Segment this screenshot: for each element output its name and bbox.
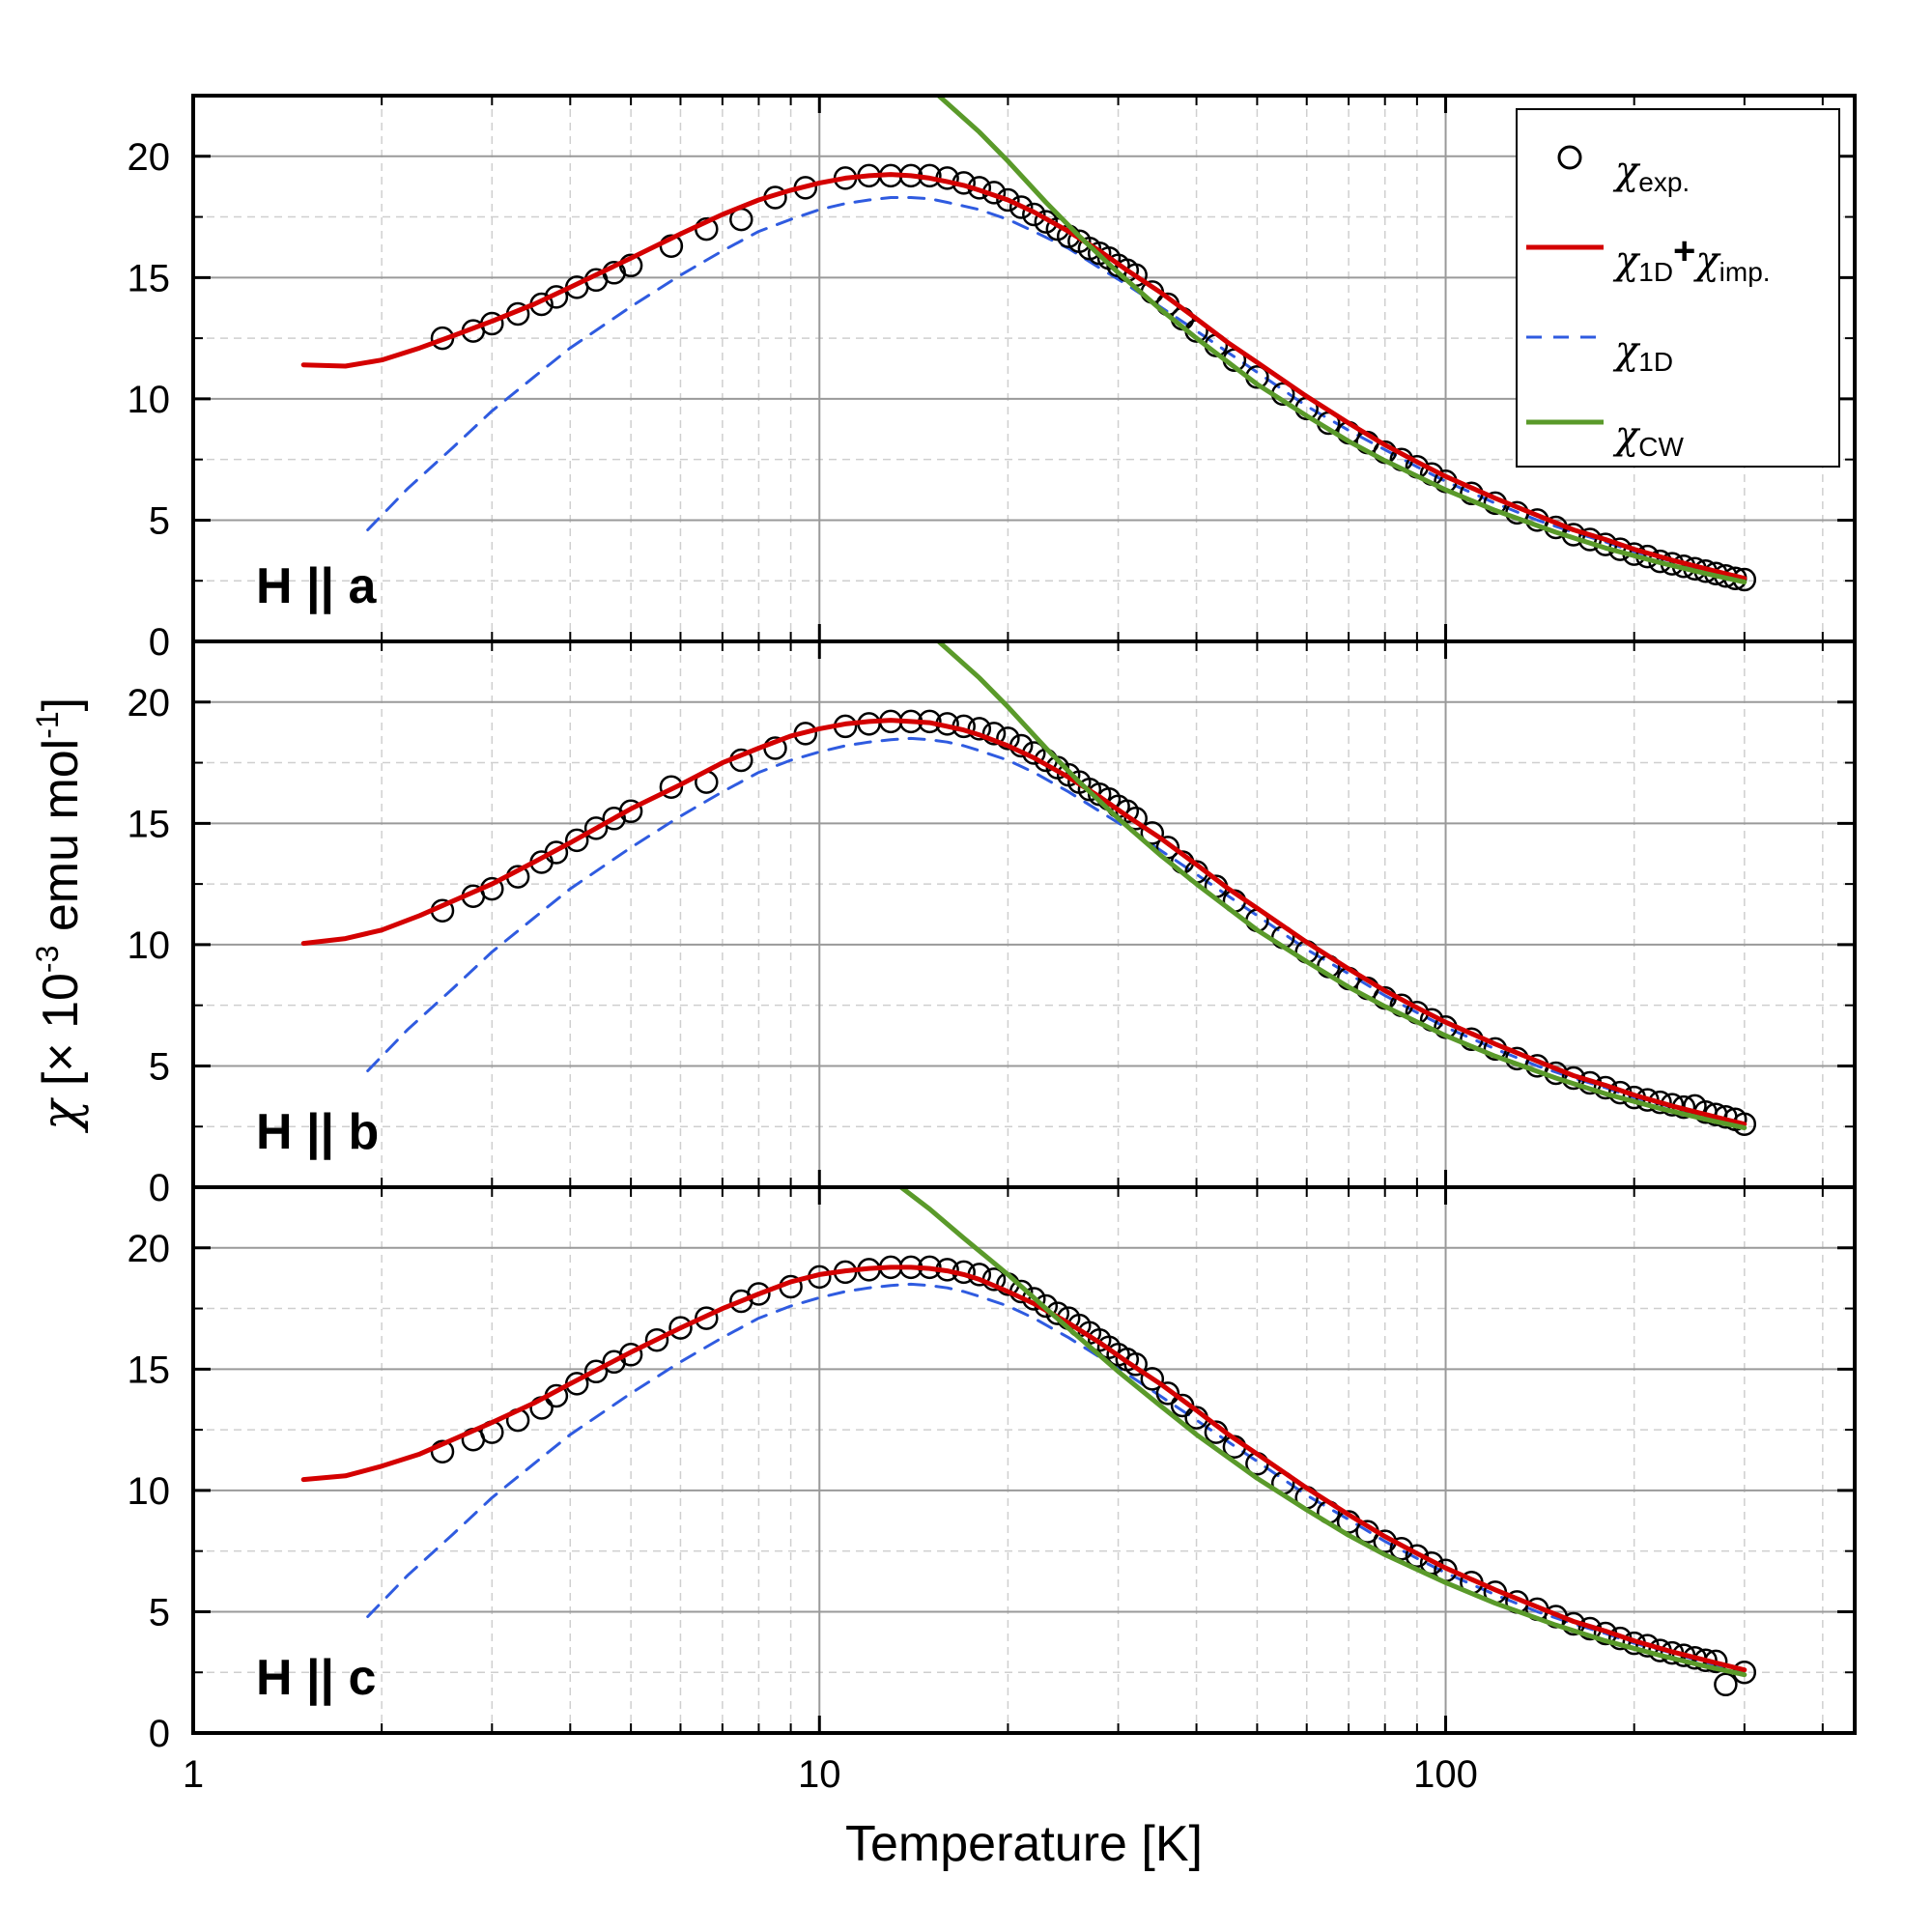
y-tick-label: 10 [128, 379, 171, 421]
x-tick-label: 1 [183, 1753, 204, 1796]
y-tick-label: 15 [128, 1349, 171, 1391]
data-point [747, 1282, 771, 1306]
y-tick-label: 20 [128, 682, 171, 724]
y-tick-label: 10 [128, 1470, 171, 1513]
frame-layer [191, 94, 1857, 1735]
y-axis-title: χ [× 10-3 emu mol-1] [30, 697, 90, 1134]
panel-1-series [300, 96, 1757, 592]
y-axis-title-chi: χ [32, 1096, 90, 1134]
x-tick-label: 100 [1413, 1753, 1478, 1796]
label-layer: 0 5 10 15 20 H || a 0 5 10 15 20 H || b 0 5 10 15 20 H ||… [128, 136, 1478, 1796]
panel-3-series [300, 1187, 1757, 1697]
y-tick-label: 0 [149, 1167, 170, 1209]
data-point [564, 828, 589, 853]
legend-fit-label: χ1D+χimp. [1612, 230, 1771, 287]
data-point [996, 726, 1020, 751]
data-point [967, 717, 992, 741]
chi-1d-curve [366, 736, 1747, 1127]
legend-entry-fit: χ1D+χimp. [1526, 230, 1771, 287]
legend: χexp. χ1D+χimp. χ1D χCW [1516, 108, 1840, 468]
y-tick-label: 5 [149, 1591, 170, 1634]
y-tick-label: 0 [149, 1713, 170, 1755]
y-tick-label: 20 [128, 1228, 171, 1270]
y-tick-label: 15 [128, 803, 171, 845]
legend-oned-label: χ1D [1612, 328, 1673, 377]
y-tick-label: 5 [149, 1045, 170, 1088]
panel-2-series [300, 641, 1757, 1136]
y-axis-title-pre: [× 10 [33, 973, 89, 1100]
data-point [1648, 1090, 1672, 1115]
data-point [1140, 1367, 1165, 1391]
y-tick-label: 20 [128, 136, 171, 179]
data-point [1155, 1381, 1180, 1406]
y-tick-label: 15 [128, 257, 171, 299]
panel-3-grid [192, 1187, 1855, 1734]
data-point [544, 840, 569, 865]
legend-box [1516, 108, 1840, 468]
panel-frame [191, 1185, 1857, 1735]
data-point [1034, 210, 1059, 234]
x-tick-label: 10 [798, 1753, 841, 1796]
panel-label: H || c [256, 1650, 376, 1706]
data-point [981, 722, 1007, 746]
panel-label: H || b [256, 1104, 379, 1160]
x-axis-title: Temperature [K] [845, 1816, 1203, 1872]
data-point [644, 1327, 669, 1352]
legend-exp-label: χexp. [1612, 149, 1690, 197]
y-tick-label: 0 [149, 621, 170, 664]
y-tick-label: 10 [128, 924, 171, 967]
data-point [1693, 1648, 1718, 1672]
panel-3-frame [191, 1185, 1857, 1735]
data-point [618, 1343, 643, 1367]
chi-1d-imp-curve [300, 172, 1747, 582]
data-point [1009, 195, 1034, 219]
y-axis-title-post: ] [33, 697, 89, 711]
chi-1d-imp-curve [300, 718, 1747, 1127]
data-point [659, 775, 684, 799]
data-point [1123, 807, 1148, 831]
y-axis-title-sup1: -3 [30, 946, 65, 973]
panel-label: H || a [256, 558, 378, 614]
data-point [996, 187, 1020, 213]
legend-entry-oned: χ1D [1526, 328, 1673, 377]
data-point [1123, 1352, 1148, 1377]
chi-cw-curve [936, 96, 1747, 584]
data-point [583, 816, 609, 840]
chi-cw-curve [936, 641, 1747, 1130]
y-axis-title-sup2: -1 [30, 711, 65, 738]
data-point [430, 1439, 455, 1463]
legend-entry-exp: χexp. [1557, 145, 1690, 197]
legend-exp-marker [1557, 145, 1582, 170]
chi-1d-curve [366, 196, 1747, 582]
chi-1d-imp-curve [300, 1264, 1747, 1673]
data-point [583, 1359, 609, 1384]
data-point [1405, 1544, 1430, 1568]
series-layer [300, 96, 1757, 1697]
data-point [1140, 821, 1165, 845]
y-tick-label: 5 [149, 499, 170, 542]
legend-entry-cw: χCW [1526, 413, 1684, 462]
data-point [1714, 1672, 1738, 1697]
data-point [618, 799, 643, 824]
chi-cw-curve [898, 1187, 1747, 1678]
data-point [1022, 202, 1046, 227]
data-point [668, 1316, 693, 1340]
legend-cw-label: χCW [1612, 413, 1684, 462]
y-axis-title-mid: emu mol [33, 739, 89, 946]
chi-1d-curve [366, 1282, 1747, 1673]
